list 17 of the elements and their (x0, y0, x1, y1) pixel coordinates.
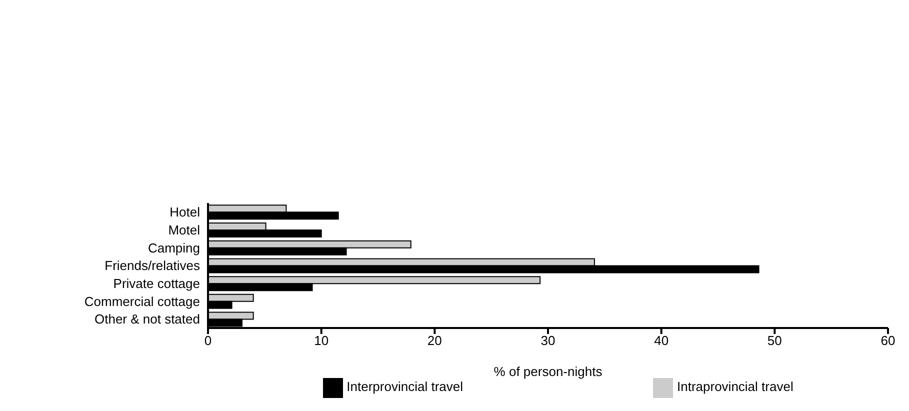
y-tick-label: Hotel (170, 204, 200, 220)
y-tick-label: Friends/relatives (104, 258, 200, 274)
y-tick-label: Other & not stated (94, 312, 200, 327)
x-tick-label: 60 (880, 333, 896, 348)
x-tick-label: 0 (204, 333, 212, 348)
y-tick-label: Commercial cottage (84, 294, 200, 309)
legend-label: Interprovincial travel (346, 379, 463, 394)
x-tick-label: 30 (540, 333, 556, 348)
legend-label: Intraprovincial travel (677, 379, 794, 394)
x-tick-label: 10 (314, 333, 329, 348)
x-tick-label: 40 (654, 333, 669, 348)
y-tick-label: Motel (168, 222, 200, 238)
y-tick-label: Private cottage (113, 276, 200, 291)
y-tick-label: Camping (148, 240, 200, 256)
x-tick-label: 50 (767, 333, 782, 348)
x-axis-title: % of person-nights (494, 364, 603, 379)
x-tick-label: 20 (427, 333, 442, 348)
